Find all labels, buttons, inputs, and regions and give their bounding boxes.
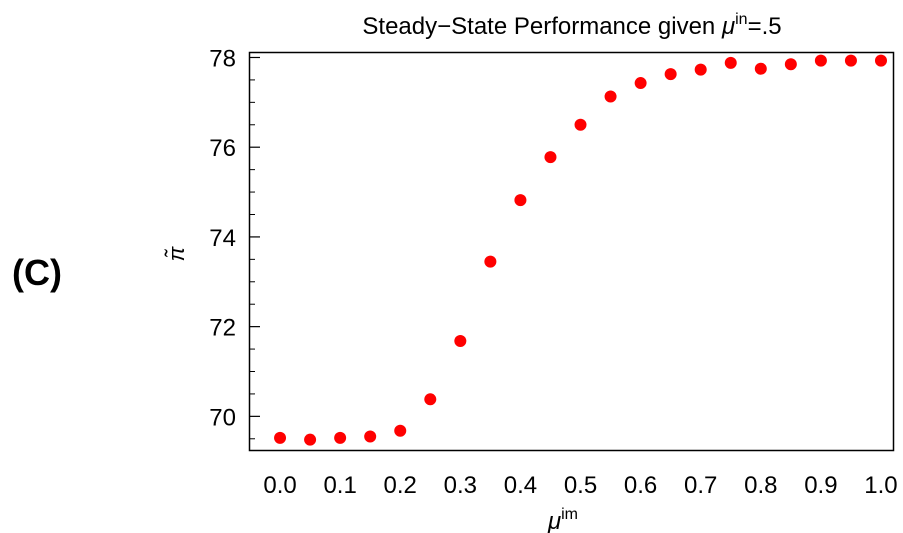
chart-title-superscript: in [735, 11, 747, 28]
data-point [304, 433, 317, 446]
data-point [424, 393, 437, 406]
data-point [664, 68, 677, 81]
y-axis-label: π̃ [164, 245, 189, 261]
y-tick-label: 78 [209, 45, 236, 72]
x-axis-label-superscript: im [561, 506, 578, 523]
x-tick-label: 0.5 [564, 472, 597, 499]
y-tick-label: 70 [209, 404, 236, 431]
x-axis-label-symbol: μ [547, 508, 561, 533]
x-tick-label: 1.0 [864, 472, 897, 499]
data-points [274, 54, 887, 446]
data-point [604, 90, 617, 103]
data-point [814, 54, 827, 67]
axis-ticks: 70 72 74 76 78 0.0 0.1 0.2 0.3 0.4 0.5 0.6 0.7 0.8 0.9… [209, 45, 897, 499]
data-point [334, 431, 347, 444]
chart-title: Steady−State Performance given μin=.5 [362, 11, 781, 40]
data-point [694, 63, 707, 76]
data-point [754, 62, 767, 75]
x-tick-label: 0.7 [684, 472, 717, 499]
data-point [544, 151, 557, 164]
x-tick-label: 0.1 [323, 472, 356, 499]
data-point [574, 118, 587, 131]
x-axis-label: μim [547, 506, 578, 533]
x-tick-label: 0.9 [804, 472, 837, 499]
panel-label: (C) [12, 252, 62, 293]
y-tick-label: 72 [209, 315, 236, 342]
x-tick-label: 0.8 [744, 472, 777, 499]
x-tick-label: 0.2 [384, 472, 417, 499]
plot-frame [248, 51, 895, 452]
x-tick-label: 0.3 [444, 472, 477, 499]
data-point [784, 58, 797, 71]
x-tick-label: 0.4 [504, 472, 537, 499]
chart-title-prefix: Steady−State Performance given [362, 13, 722, 40]
chart-title-suffix: =.5 [748, 13, 782, 40]
data-point [874, 54, 887, 67]
data-point [394, 424, 407, 437]
data-point [844, 54, 857, 67]
data-point [634, 77, 647, 90]
data-point [364, 430, 377, 443]
x-tick-label: 0.0 [263, 472, 296, 499]
data-point [724, 56, 737, 69]
y-tick-label: 76 [209, 135, 236, 162]
y-tick-label: 74 [209, 225, 236, 252]
chart-title-symbol: μ [721, 13, 735, 40]
data-point [484, 255, 497, 268]
data-point [514, 194, 527, 207]
data-point [454, 334, 467, 347]
x-tick-label: 0.6 [624, 472, 657, 499]
data-point [274, 431, 287, 444]
